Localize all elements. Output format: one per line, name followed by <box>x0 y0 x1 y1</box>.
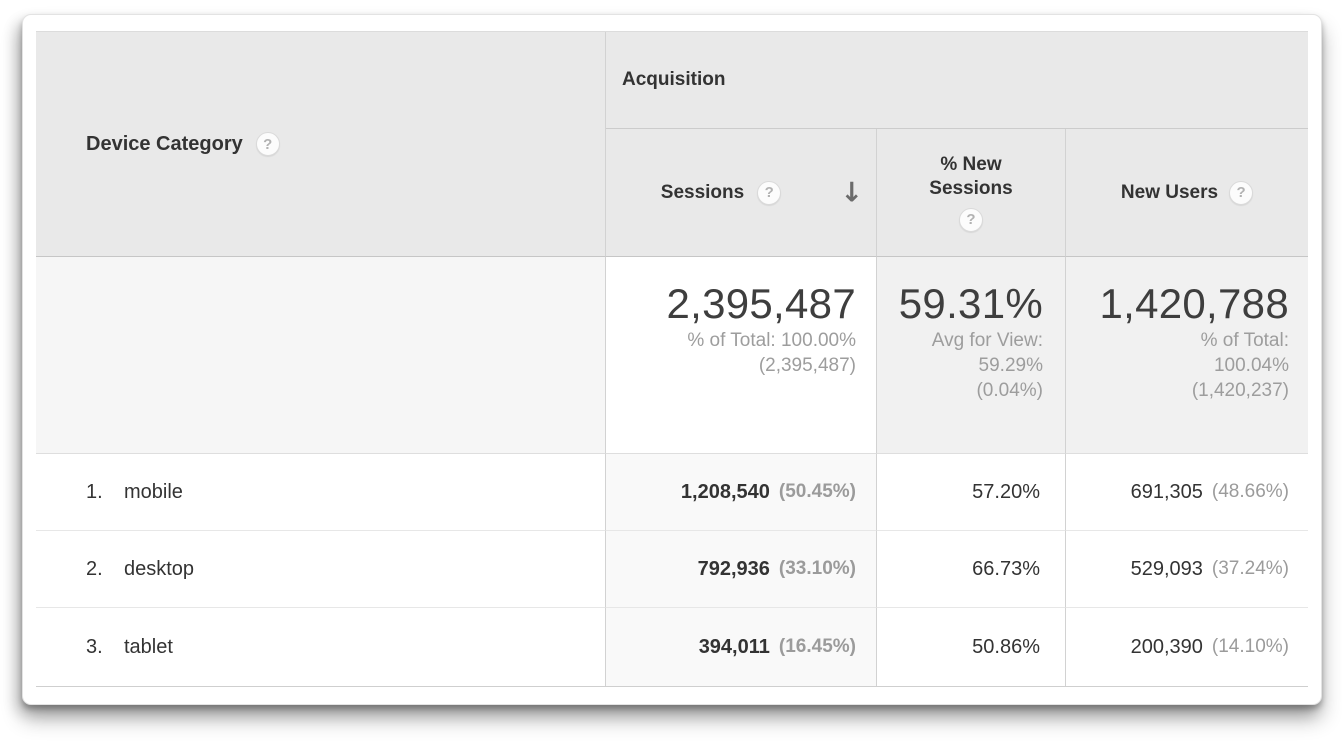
help-icon[interactable]: ? <box>1229 180 1254 205</box>
pct-new-sessions-value: 57.20% <box>972 480 1040 503</box>
sessions-percent: (33.10%) <box>778 558 856 579</box>
sessions-total-subline: % of Total: 100.00% <box>687 330 856 352</box>
row-rank: 2. <box>86 557 103 580</box>
sessions-header-label: Sessions <box>660 181 745 203</box>
new-users-subline: (1,420,237) <box>1191 380 1289 402</box>
help-icon[interactable]: ? <box>757 180 782 205</box>
row-rank: 3. <box>86 635 103 658</box>
device-category-header-label: Device Category <box>86 132 243 155</box>
table-row-dimension[interactable]: 1. mobile <box>36 454 606 531</box>
acquisition-group-header: Acquisition <box>606 32 1308 129</box>
pct-new-sessions-value-cell: 57.20% <box>877 454 1066 531</box>
pct-new-sessions-value-cell: 50.86% <box>877 608 1066 686</box>
sessions-value: 792,936 <box>697 557 770 580</box>
table-row-dimension[interactable]: 3. tablet <box>36 608 606 686</box>
sessions-value: 394,011 <box>698 635 770 658</box>
summary-dimension-cell <box>36 257 606 454</box>
device-label[interactable]: mobile <box>124 480 183 503</box>
summary-sessions-cell: 2,395,487 % of Total: 100.00% (2,395,487… <box>606 257 877 454</box>
pct-new-sessions-header-label: % New Sessions <box>929 154 1013 199</box>
device-category-table: Device Category ? Acquisition Sessions ?… <box>36 31 1308 687</box>
help-icon[interactable]: ? <box>255 132 280 156</box>
new-users-value: 200,390 <box>1130 635 1203 658</box>
pct-new-sessions-value: 50.86% <box>972 635 1040 658</box>
sessions-percent: (50.45%) <box>778 481 856 502</box>
sessions-value-cell: 792,936 (33.10%) <box>606 531 877 608</box>
pct-new-sessions-column-header[interactable]: % New Sessions ? <box>877 129 1066 257</box>
screenshot-card: Device Category ? Acquisition Sessions ?… <box>22 14 1322 705</box>
sessions-value-cell: 1,208,540 (50.45%) <box>606 454 877 531</box>
sessions-total-subline: (2,395,487) <box>758 355 856 377</box>
new-users-value-cell: 691,305 (48.66%) <box>1066 454 1308 531</box>
row-rank: 1. <box>86 480 103 503</box>
sort-descending-icon[interactable]: ↓ <box>840 177 863 208</box>
sessions-header-group: Sessions ? <box>660 180 782 205</box>
sessions-total-value: 2,395,487 <box>666 280 856 327</box>
pct-new-sessions-avg-value: 59.31% <box>898 280 1043 327</box>
new-users-value: 691,305 <box>1130 480 1203 503</box>
new-users-column-header[interactable]: New Users ? <box>1066 129 1308 257</box>
device-label[interactable]: desktop <box>124 557 195 580</box>
pct-new-sessions-value: 66.73% <box>972 557 1040 580</box>
summary-pct-new-sessions-cell: 59.31% Avg for View: 59.29% (0.04%) <box>877 257 1066 454</box>
device-label[interactable]: tablet <box>124 635 173 658</box>
sessions-value-cell: 394,011 (16.45%) <box>606 608 877 686</box>
pct-new-sessions-subline: 59.29% <box>978 355 1043 377</box>
new-users-value-cell: 529,093 (37.24%) <box>1066 531 1308 608</box>
sessions-value: 1,208,540 <box>680 480 770 503</box>
pct-new-sessions-subline: Avg for View: <box>931 330 1043 352</box>
summary-new-users-cell: 1,420,788 % of Total: 100.04% (1,420,237… <box>1066 257 1308 454</box>
pct-new-sessions-value-cell: 66.73% <box>877 531 1066 608</box>
new-users-total-value: 1,420,788 <box>1099 280 1289 327</box>
new-users-value: 529,093 <box>1130 557 1203 580</box>
new-users-subline: 100.04% <box>1213 355 1289 377</box>
acquisition-group-label: Acquisition <box>622 69 726 90</box>
new-users-subline: % of Total: <box>1200 330 1289 352</box>
new-users-percent: (48.66%) <box>1211 481 1289 502</box>
sessions-percent: (16.45%) <box>778 636 856 657</box>
new-users-percent: (37.24%) <box>1211 558 1289 579</box>
help-icon[interactable]: ? <box>959 207 983 232</box>
sessions-column-header[interactable]: Sessions ? ↓ <box>606 129 877 257</box>
new-users-header-label: New Users <box>1120 181 1219 203</box>
pct-new-sessions-subline: (0.04%) <box>976 380 1043 402</box>
new-users-value-cell: 200,390 (14.10%) <box>1066 608 1308 686</box>
table-row-dimension[interactable]: 2. desktop <box>36 531 606 608</box>
new-users-percent: (14.10%) <box>1211 636 1289 657</box>
device-category-column-header[interactable]: Device Category ? <box>36 32 606 257</box>
